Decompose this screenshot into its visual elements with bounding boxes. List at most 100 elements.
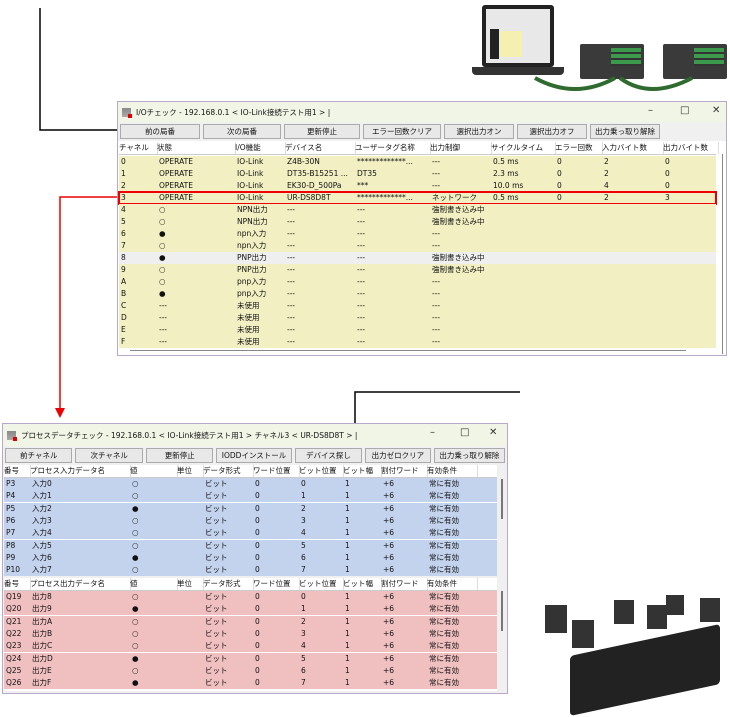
table-row[interactable]: P3 入力0 ○ ビット 0 0 1 +6 常に有効 [4, 478, 497, 490]
column-header[interactable]: プロセス入力データ名 [30, 465, 131, 477]
close-icon[interactable]: ✕ [489, 427, 498, 438]
table-row[interactable]: Q25 出力E ○ ビット 0 6 1 +6 常に有効 [4, 664, 497, 677]
table-row[interactable]: E --- 未使用 --- --- --- [119, 324, 716, 336]
table-row[interactable]: 0 OPERATE IO-Link Z4B-30N *************... --… [119, 156, 716, 168]
input-scrollbar[interactable] [501, 479, 503, 519]
maximize-icon[interactable]: □ [680, 105, 690, 116]
cell: 4 [604, 181, 609, 190]
stop-update-button[interactable]: 更新停止 [284, 124, 360, 139]
clear-output-zero-button[interactable]: 出力ゼロクリア [365, 448, 431, 463]
column-header[interactable]: 出力制御 [430, 142, 492, 154]
cell: ビット [205, 540, 228, 550]
clear-error-count-button[interactable]: エラー回数クリア [363, 124, 441, 139]
horizontal-scrollbar[interactable] [130, 350, 686, 351]
cell: ビット [205, 678, 228, 688]
table-row[interactable]: 9 ○ PNP出力 --- --- 強制書き込み中 [119, 264, 716, 276]
table-row[interactable]: Q19 出力8 ○ ビット 0 0 1 +6 常に有効 [4, 591, 497, 603]
column-header[interactable]: 単位 [177, 578, 204, 590]
column-header[interactable]: プロセス出力データ名 [30, 578, 131, 590]
table-row[interactable]: D --- 未使用 --- --- --- [119, 312, 716, 324]
table-row[interactable]: P5 入力2 ● ビット 0 2 1 +6 常に有効 [4, 502, 497, 515]
column-header[interactable]: ビット位置 [299, 465, 344, 477]
find-device-button[interactable]: デバイス探し [294, 448, 363, 463]
cell: ○ [159, 205, 166, 214]
cell: IO-Link [237, 193, 264, 202]
column-header[interactable]: 番号 [4, 465, 31, 477]
cell: 0.5 ms [493, 193, 519, 202]
column-header[interactable]: 値 [130, 578, 178, 590]
column-header[interactable]: 入力バイト数 [602, 142, 664, 154]
table-row[interactable]: P9 入力6 ● ビット 0 6 1 +6 常に有効 [4, 551, 497, 564]
table-row[interactable]: 5 ○ NPN出力 --- --- 強制書き込み中 [119, 216, 716, 228]
column-header[interactable]: 番号 [4, 578, 31, 590]
table-row[interactable]: 1 OPERATE IO-Link DT35-B15251 ... DT35 --- 2.3… [119, 168, 716, 180]
vertical-scrollbar[interactable] [722, 154, 723, 354]
column-header[interactable]: 出力バイト数 [663, 142, 719, 154]
table-row[interactable]: C --- 未使用 --- --- --- [119, 300, 716, 312]
table-row[interactable]: P4 入力1 ○ ビット 0 1 1 +6 常に有効 [4, 490, 497, 503]
table-row[interactable]: Q22 出力B ○ ビット 0 3 1 +6 常に有効 [4, 627, 497, 640]
table-row[interactable]: Q20 出力9 ● ビット 0 1 1 +6 常に有効 [4, 603, 497, 616]
close-icon[interactable]: ✕ [712, 105, 721, 116]
table-row[interactable]: P8 入力5 ○ ビット 0 5 1 +6 常に有効 [4, 539, 497, 552]
table-row[interactable]: P6 入力3 ○ ビット 0 3 1 +6 常に有効 [4, 514, 497, 527]
table-row[interactable]: Q24 出力D ● ビット 0 5 1 +6 常に有効 [4, 652, 497, 665]
column-header[interactable]: デバイス名 [285, 142, 356, 154]
column-header[interactable]: データ形式 [203, 465, 254, 477]
stop-update-button[interactable]: 更新停止 [145, 448, 214, 463]
column-header[interactable]: 状態 [157, 142, 236, 154]
table-row[interactable]: B ● pnp入力 --- --- --- [119, 288, 716, 300]
column-header[interactable]: ビット幅 [343, 578, 382, 590]
column-header[interactable]: エラー回数 [555, 142, 603, 154]
table-row[interactable]: 4 ○ NPN出力 --- --- 強制書き込み中 [119, 204, 716, 216]
cell: 入力7 [32, 565, 52, 575]
cell: ● [132, 604, 139, 614]
table-row[interactable]: Q21 出力A ○ ビット 0 2 1 +6 常に有効 [4, 615, 497, 628]
column-header[interactable]: I/O機能 [235, 142, 286, 154]
output-scrollbar[interactable] [501, 591, 503, 631]
column-header[interactable]: データ形式 [203, 578, 254, 590]
next-channel-button[interactable]: 次チャネル [75, 448, 143, 463]
column-header[interactable]: サイクルタイム [491, 142, 556, 154]
cell: *** [357, 181, 369, 190]
table-row[interactable]: F --- 未使用 --- --- --- [119, 336, 716, 348]
column-header[interactable]: ワード位置 [253, 465, 300, 477]
column-header[interactable]: ユーザータグ名称 [355, 142, 431, 154]
prev-channel-button[interactable]: 前チャネル [5, 448, 73, 463]
cell: ○ [132, 641, 139, 651]
release-output-takeover-button[interactable]: 出力乗っ取り解除 [590, 124, 660, 139]
minimize-icon[interactable]: – [648, 105, 653, 116]
column-header[interactable]: 割付ワード [381, 578, 428, 590]
table-row[interactable]: P7 入力4 ○ ビット 0 4 1 +6 常に有効 [4, 527, 497, 540]
column-header[interactable]: ワード位置 [253, 578, 300, 590]
prev-station-button[interactable]: 前の局番 [120, 124, 200, 139]
column-header[interactable]: 有効条件 [427, 578, 478, 590]
column-header[interactable]: 割付ワード [381, 465, 428, 477]
table-row[interactable]: A ○ pnp入力 --- --- --- [119, 276, 716, 288]
cell: *************... [357, 193, 413, 202]
table-row[interactable]: 7 ○ npn入力 --- --- --- [119, 240, 716, 252]
table-row[interactable]: Q26 出力F ● ビット 0 7 1 +6 常に有効 [4, 677, 497, 690]
table-row[interactable]: 8 ● PNP出力 --- --- 強制書き込み中 [119, 252, 716, 264]
table-row[interactable]: 2 OPERATE IO-Link EK30-D_500Pa *** --- 10.0 ms… [119, 180, 716, 192]
cell: 1 [345, 552, 350, 562]
cell: 出力A [32, 616, 53, 626]
selected-output-on-button[interactable]: 選択出力オン [444, 124, 514, 139]
cell: --- [432, 301, 441, 310]
table-row[interactable]: 6 ● npn入力 --- --- --- [119, 228, 716, 240]
column-header[interactable]: 有効条件 [427, 465, 478, 477]
next-station-button[interactable]: 次の局番 [203, 124, 281, 139]
install-iodd-button[interactable]: IODDインストール [216, 448, 292, 463]
column-header[interactable]: 値 [130, 465, 178, 477]
highlighted-row[interactable]: 3 OPERATE IO-Link UR-DS8D8T *************...… [118, 191, 717, 205]
column-header[interactable]: 単位 [177, 465, 204, 477]
table-row[interactable]: P10 入力7 ○ ビット 0 7 1 +6 常に有効 [4, 564, 497, 577]
column-header[interactable]: ビット位置 [299, 578, 344, 590]
release-output-takeover-button[interactable]: 出力乗っ取り解除 [433, 448, 506, 463]
maximize-icon[interactable]: □ [460, 427, 470, 438]
table-row[interactable]: Q23 出力C ○ ビット 0 4 1 +6 常に有効 [4, 640, 497, 653]
column-header[interactable]: ビット幅 [343, 465, 382, 477]
selected-output-off-button[interactable]: 選択出力オフ [517, 124, 587, 139]
column-header[interactable]: チャネル [119, 142, 158, 154]
minimize-icon[interactable]: – [430, 427, 435, 438]
